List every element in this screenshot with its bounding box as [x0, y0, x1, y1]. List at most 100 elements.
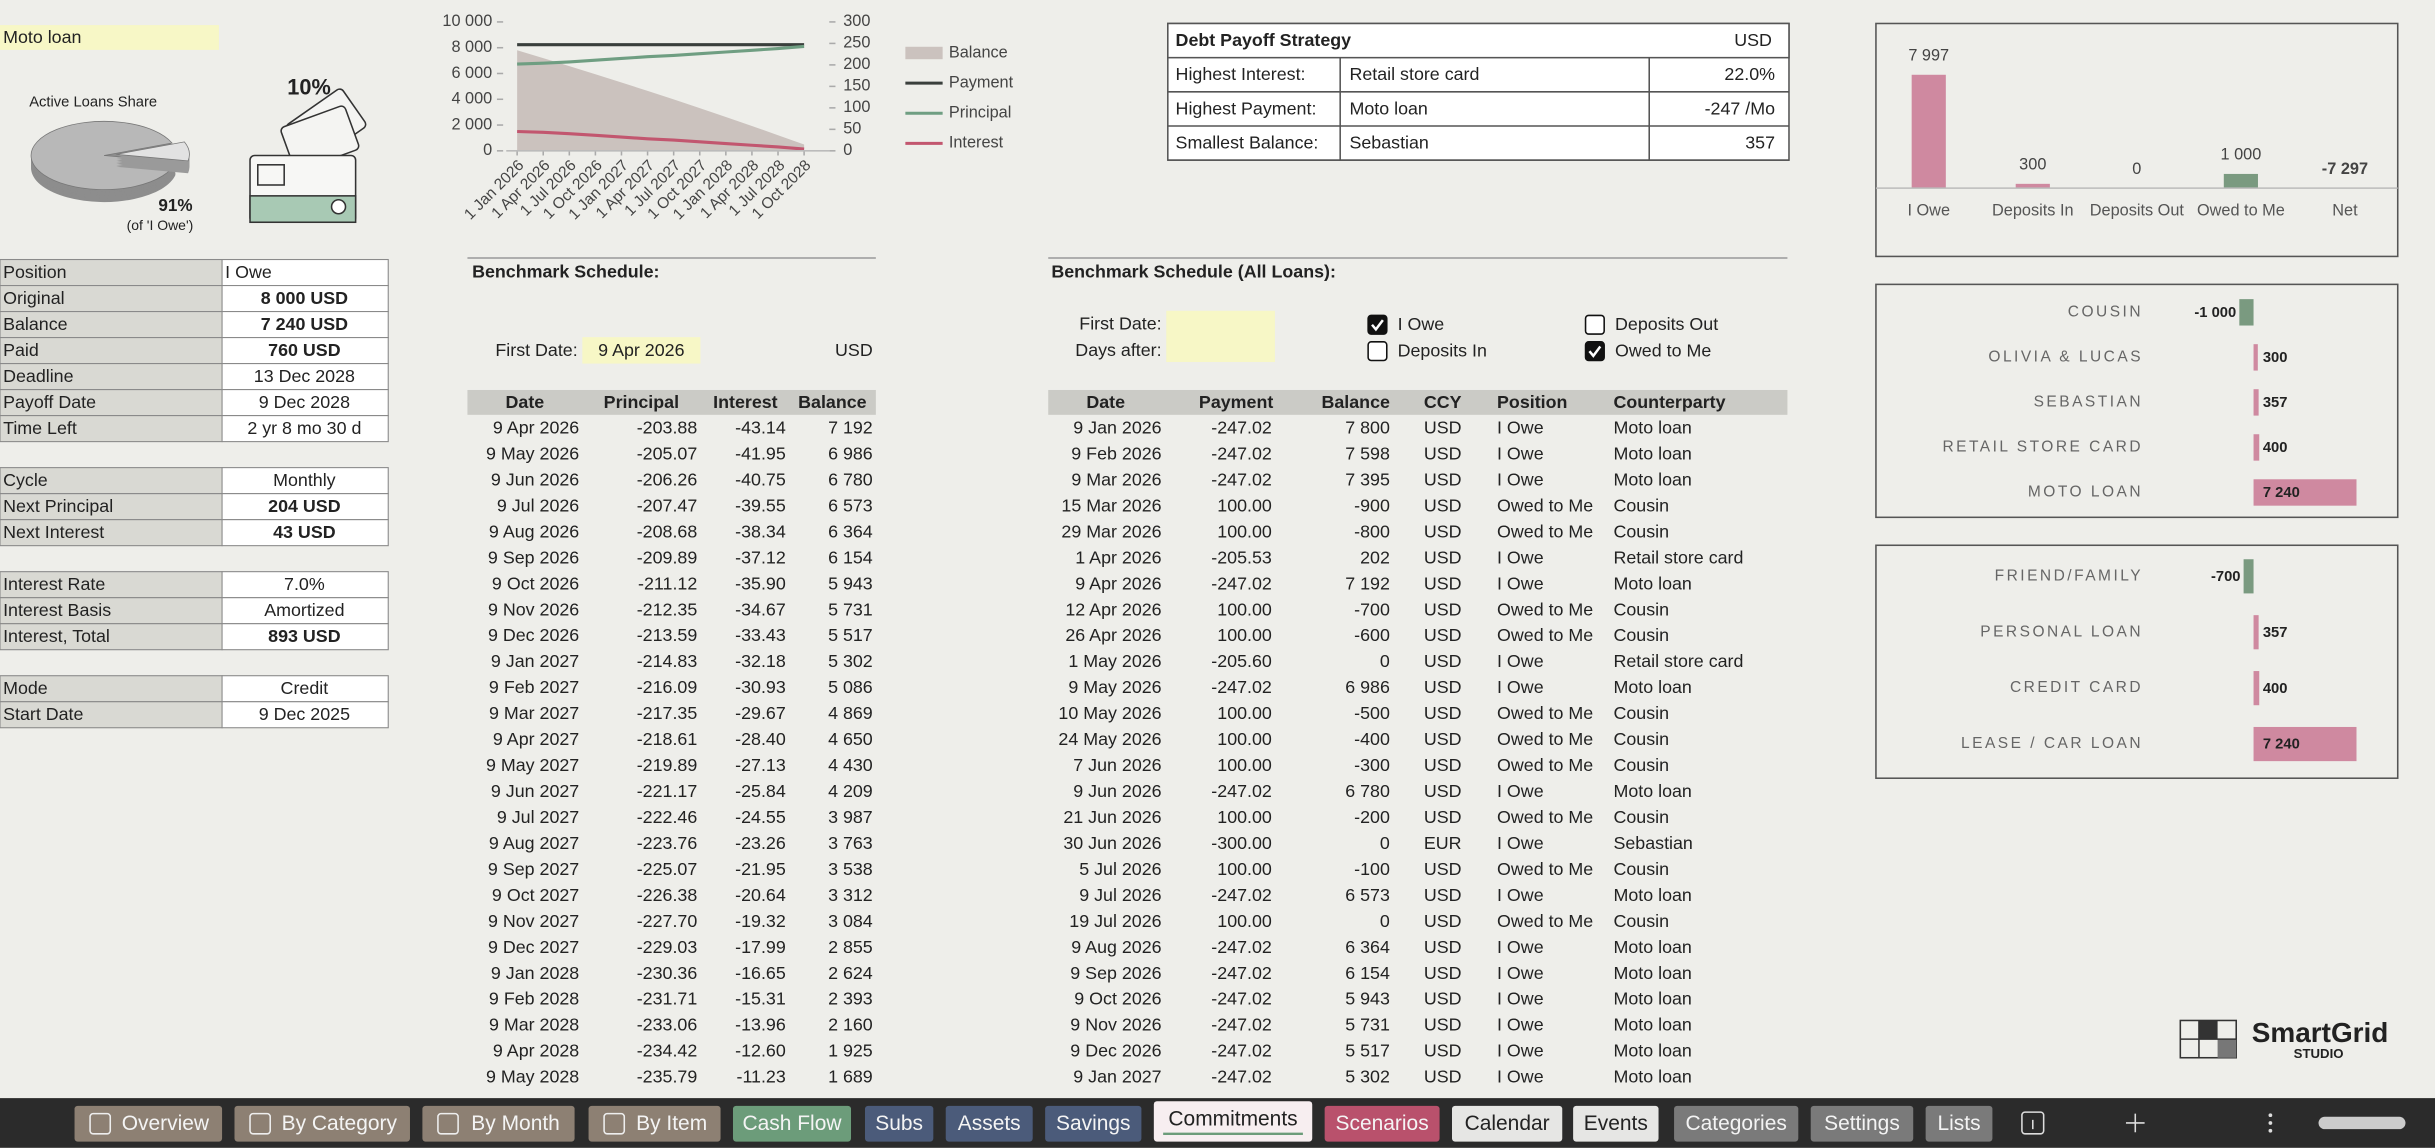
- tab-label[interactable]: Settings: [1824, 1112, 1900, 1135]
- cell: -300.00: [1211, 833, 1272, 853]
- cell: -400: [1354, 729, 1390, 749]
- cell: -213.59: [637, 625, 698, 645]
- cell: USD: [1424, 625, 1462, 645]
- tab-label[interactable]: Overview: [122, 1112, 210, 1135]
- cell: 9 Feb 2028: [489, 989, 579, 1009]
- info-icon[interactable]: [2021, 1111, 2045, 1135]
- cell: I Owe: [1497, 469, 1544, 489]
- cell: -247.02: [1211, 1041, 1272, 1061]
- scrollbar[interactable]: [2318, 1116, 2406, 1130]
- column-header: Principal: [604, 392, 679, 412]
- y2-tick-label: 150: [843, 77, 870, 95]
- cell: USD: [1424, 703, 1462, 723]
- cell: -247.02: [1211, 469, 1272, 489]
- checkbox[interactable]: [1584, 341, 1605, 362]
- cell: -247.02: [1211, 937, 1272, 957]
- cell: Cousin: [1613, 495, 1669, 515]
- cell: 5 517: [828, 625, 873, 645]
- detail-label: Interest, Total: [3, 626, 110, 646]
- cell: -229.03: [637, 937, 698, 957]
- sheet-tab[interactable]: [234, 1105, 410, 1142]
- cell: USD: [1424, 651, 1462, 671]
- pie-note: (of 'I Owe'): [127, 217, 194, 233]
- tab-label[interactable]: Scenarios: [1336, 1112, 1429, 1135]
- cell: -209.89: [637, 547, 698, 567]
- sheet-tab[interactable]: [74, 1105, 223, 1142]
- checkbox[interactable]: [1367, 314, 1388, 335]
- sheet-tab[interactable]: [422, 1105, 575, 1142]
- tab-label[interactable]: By Item: [636, 1112, 707, 1135]
- column-header: Date: [1086, 392, 1125, 412]
- tab-label[interactable]: By Category: [282, 1112, 398, 1135]
- filter-label: Owed to Me: [1615, 341, 1711, 361]
- cell: -247.02: [1211, 573, 1272, 593]
- strategy-header: [1167, 22, 1790, 59]
- cell: 7 395: [1345, 469, 1390, 489]
- sheet-tab[interactable]: [1674, 1105, 1799, 1142]
- sheet-tab[interactable]: [864, 1105, 934, 1142]
- cell: -38.34: [735, 521, 786, 541]
- sheet-tab[interactable]: [1810, 1105, 1914, 1142]
- detail-value: 9 Dec 2025: [259, 704, 350, 724]
- tab-label[interactable]: By Month: [471, 1112, 560, 1135]
- tab-label[interactable]: Events: [1584, 1112, 1648, 1135]
- tab-label[interactable]: Lists: [1937, 1112, 1980, 1135]
- checkbox[interactable]: [1584, 314, 1605, 335]
- cell: -231.71: [637, 989, 698, 1009]
- cell: 1 Apr 2026: [1075, 547, 1161, 567]
- sheet-tab[interactable]: [1045, 1105, 1142, 1142]
- balance-area: [517, 50, 805, 151]
- cell: -205.07: [637, 443, 698, 463]
- tab-label[interactable]: Calendar: [1465, 1112, 1550, 1135]
- cell: 6 986: [828, 443, 873, 463]
- tab-icon: [437, 1112, 459, 1135]
- cell: 0: [1380, 833, 1390, 853]
- tab-label[interactable]: Commitments: [1168, 1107, 1297, 1130]
- cell: I Owe: [1497, 885, 1544, 905]
- cell: 19 Jul 2026: [1069, 911, 1161, 931]
- sheet-tab[interactable]: [1153, 1101, 1313, 1142]
- bar-label: 7 997: [1908, 46, 1949, 64]
- cell: USD: [1424, 469, 1462, 489]
- tab-label[interactable]: Subs: [875, 1112, 923, 1135]
- cell: USD: [1424, 443, 1462, 463]
- cell: -218.61: [637, 729, 698, 749]
- cell: 10 May 2026: [1058, 703, 1161, 723]
- cell: 9 Jan 2028: [491, 963, 579, 983]
- cell: 7 800: [1345, 418, 1390, 438]
- tab-label[interactable]: Assets: [958, 1112, 1021, 1135]
- checkbox[interactable]: [1367, 341, 1388, 362]
- sheet-tab[interactable]: [1925, 1105, 1993, 1142]
- bar-label: 0: [2132, 160, 2141, 178]
- cell: Cousin: [1613, 729, 1669, 749]
- sheet-tab[interactable]: [1324, 1105, 1440, 1142]
- tab-bar-icons: [2021, 1111, 2406, 1135]
- detail-value: 9 Dec 2028: [259, 392, 350, 412]
- detail-value: 7.0%: [284, 574, 325, 594]
- cell: Cousin: [1613, 807, 1669, 827]
- cell: USD: [1424, 521, 1462, 541]
- tab-label[interactable]: Categories: [1686, 1112, 1787, 1135]
- bar-category: Owed to Me: [2197, 202, 2285, 220]
- tab-label[interactable]: Savings: [1056, 1112, 1131, 1135]
- cell: 100.00: [1217, 521, 1272, 541]
- sheet-tab[interactable]: [732, 1105, 852, 1142]
- sheet-tab[interactable]: [1451, 1105, 1563, 1142]
- sheet-tab[interactable]: [1573, 1105, 1659, 1142]
- cell: 30 Jun 2026: [1063, 833, 1161, 853]
- cell: 6 780: [828, 469, 873, 489]
- cell: -205.60: [1211, 651, 1272, 671]
- bar: [2253, 615, 2259, 650]
- cell: 5 302: [828, 651, 873, 671]
- cell: 100.00: [1217, 807, 1272, 827]
- tab-label[interactable]: Cash Flow: [743, 1112, 843, 1135]
- sheet-tab[interactable]: [588, 1105, 721, 1142]
- strategy-name: Moto loan: [1349, 98, 1427, 118]
- sheet-tab[interactable]: [945, 1105, 1033, 1142]
- cell: 202: [1360, 547, 1390, 567]
- column-header: Balance: [798, 392, 867, 412]
- cell: Owed to Me: [1497, 729, 1593, 749]
- cell: -214.83: [637, 651, 698, 671]
- cell: 100.00: [1217, 625, 1272, 645]
